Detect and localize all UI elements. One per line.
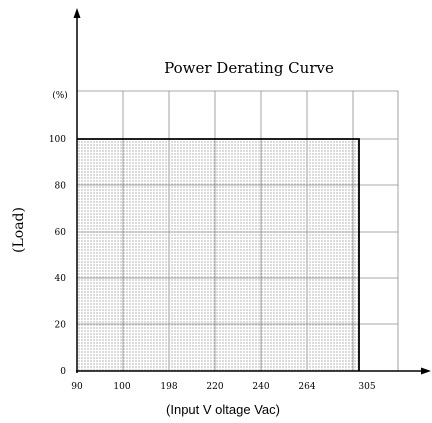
chart-title: Power Derating Curve (164, 59, 334, 77)
x-tick-label: 100 (113, 382, 130, 392)
x-tick-label: 198 (160, 382, 177, 392)
y-unit-label: (%) (52, 90, 68, 101)
y-tick-label: 20 (55, 321, 67, 331)
y-tick-label: 100 (49, 135, 66, 145)
x-tick-label: 240 (252, 382, 269, 392)
x-tick-label: 220 (206, 382, 223, 392)
curve-line (77, 138, 360, 371)
y-tick-label: 40 (55, 274, 67, 284)
y-tick-label: 0 (60, 367, 66, 377)
fill-area (77, 139, 359, 371)
y-axis-arrow (73, 8, 81, 18)
x-tick-label: 90 (71, 382, 83, 392)
axes (73, 8, 431, 375)
x-axis-arrow (421, 367, 431, 375)
derating-curve (77, 138, 360, 371)
x-tick-labels: 90 100 198 220 240 264 305 (71, 382, 376, 392)
y-tick-label: 60 (55, 228, 67, 238)
safe-operating-area (77, 139, 359, 371)
x-tick-label: 264 (298, 382, 315, 392)
y-tick-labels: 0 20 40 60 80 100 (49, 135, 66, 377)
x-axis-label: (Input V oltage Vac) (166, 402, 280, 417)
y-axis-label: (Load) (11, 207, 27, 253)
y-tick-label: 80 (55, 181, 67, 191)
x-tick-label: 305 (358, 382, 375, 392)
grid (76, 90, 399, 372)
